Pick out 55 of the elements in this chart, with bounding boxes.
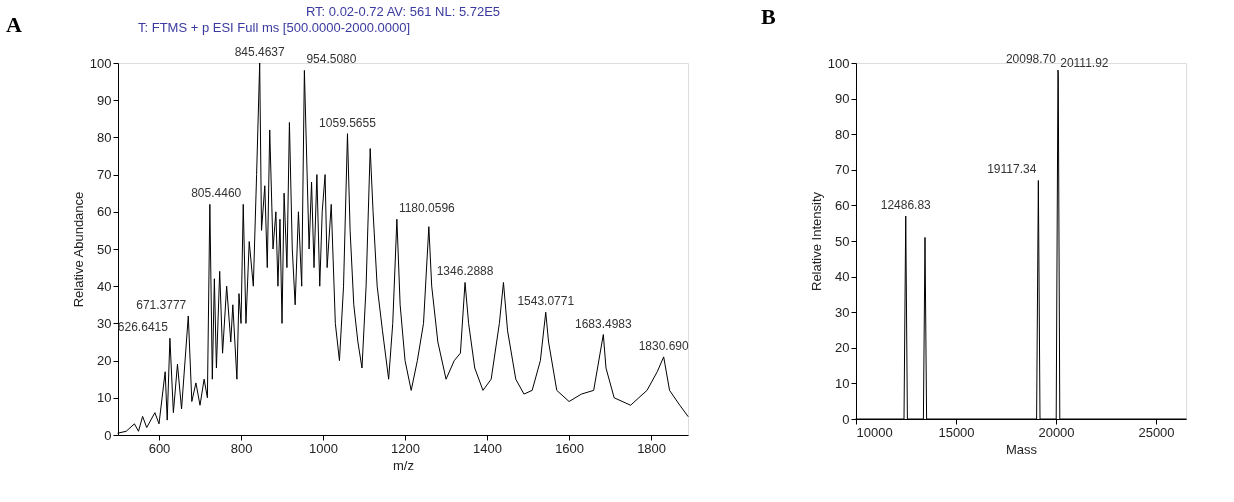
x-tick-label: 1200 bbox=[391, 440, 421, 456]
chart-title: A bbox=[6, 12, 22, 37]
annotation: 20098.70 bbox=[1005, 52, 1057, 67]
text: T: FTMS + p ESI Full ms [500.0000-2000.0000] bbox=[138, 20, 411, 35]
chart-title: B bbox=[761, 4, 776, 29]
annotation: 671.3777 bbox=[136, 297, 187, 312]
y-tick-label: 10 bbox=[835, 375, 850, 391]
x-tick-label: 1600 bbox=[555, 440, 585, 456]
y-tick-label: 100 bbox=[89, 55, 112, 71]
y-tick-label: 90 bbox=[835, 91, 850, 107]
y-tick-label: 10 bbox=[97, 390, 112, 406]
x-tick-label: 10000 bbox=[856, 424, 893, 440]
y-tick-label: 20 bbox=[835, 340, 850, 356]
y-tick-label: 30 bbox=[835, 304, 850, 320]
x-tick-label: 1800 bbox=[637, 440, 667, 456]
x-tick-label: 1400 bbox=[473, 440, 503, 456]
x-tick-label: 600 bbox=[148, 440, 171, 456]
y-tick-label: 20 bbox=[97, 353, 112, 369]
y-tick-label: 0 bbox=[842, 411, 850, 427]
x-axis-title: m/z bbox=[393, 457, 414, 473]
annotation: 20111.92 bbox=[1060, 55, 1109, 70]
x-tick-label: 15000 bbox=[938, 424, 975, 440]
y-axis-title: Relative Intensity bbox=[808, 191, 824, 291]
y-tick-label: 0 bbox=[104, 427, 112, 443]
x-tick-label: 20000 bbox=[1038, 424, 1075, 440]
annotation: 1180.0596 bbox=[398, 201, 456, 216]
annotation: 954.5080 bbox=[306, 52, 357, 67]
annotation: 1346.2888 bbox=[436, 264, 494, 279]
text: RT: 0.02-0.72 AV: 561 NL: 5.72E5 bbox=[305, 4, 501, 19]
annotation: 805.4460 bbox=[191, 186, 242, 201]
annotation: 1830.690 bbox=[638, 338, 690, 353]
y-tick-label: 60 bbox=[835, 197, 850, 213]
annotation: 1683.4983 bbox=[574, 316, 632, 331]
y-tick-label: 60 bbox=[97, 204, 112, 220]
annotation: 1543.0771 bbox=[517, 294, 575, 309]
y-tick-label: 80 bbox=[97, 129, 112, 145]
y-tick-label: 90 bbox=[97, 92, 112, 108]
y-tick-label: 70 bbox=[835, 162, 850, 178]
annotation: 1059.5655 bbox=[319, 115, 377, 130]
x-axis-title: Mass bbox=[1005, 441, 1038, 457]
y-tick-label: 70 bbox=[97, 167, 112, 183]
x-tick-label: 800 bbox=[230, 440, 253, 456]
annotation: 12486.83 bbox=[880, 198, 932, 213]
y-tick-label: 80 bbox=[835, 126, 850, 142]
y-tick-label: 40 bbox=[97, 278, 112, 294]
annotation: 19117.34 bbox=[987, 162, 1037, 177]
annotation: 845.4637 bbox=[234, 45, 286, 59]
y-tick-label: 30 bbox=[97, 315, 112, 331]
x-tick-label: 25000 bbox=[1138, 424, 1175, 440]
y-tick-label: 40 bbox=[835, 269, 850, 285]
x-tick-label: 1000 bbox=[309, 440, 338, 456]
y-tick-label: 50 bbox=[835, 233, 850, 249]
y-tick-label: 50 bbox=[97, 241, 112, 257]
y-axis-title: Relative Abundance bbox=[70, 191, 86, 308]
y-tick-label: 100 bbox=[827, 55, 850, 71]
